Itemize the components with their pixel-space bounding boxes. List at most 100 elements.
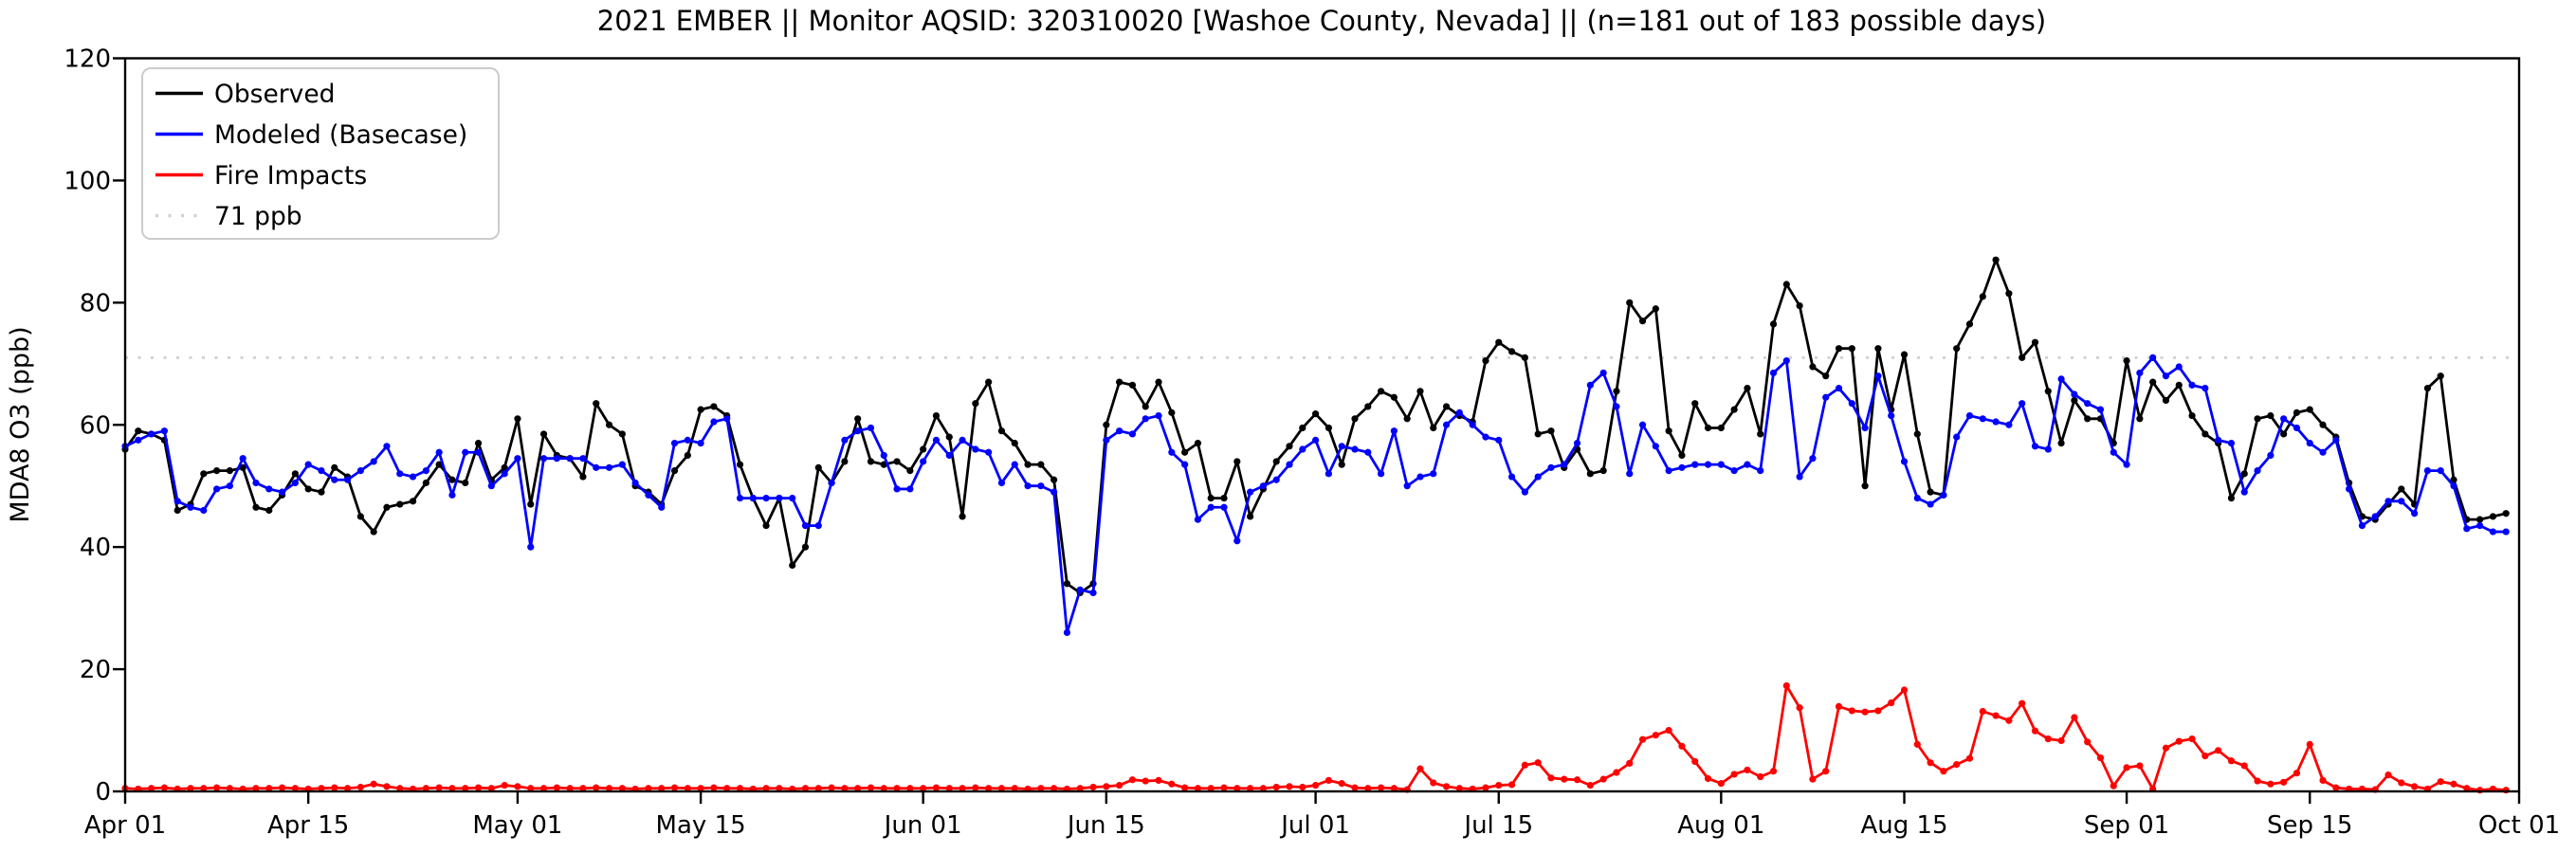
- data-point: [265, 485, 273, 493]
- x-tick-label: Apr 15: [267, 811, 349, 840]
- series-markers: [121, 681, 2510, 794]
- data-point: [474, 784, 483, 791]
- data-point: [1233, 537, 1241, 545]
- data-point: [2136, 369, 2144, 377]
- data-point: [2306, 740, 2313, 748]
- data-point: [2175, 381, 2183, 389]
- data-point: [501, 781, 508, 789]
- data-point: [2411, 783, 2419, 790]
- data-point: [1351, 415, 1359, 423]
- data-point: [1495, 436, 1503, 444]
- data-point: [605, 785, 613, 792]
- data-point: [2201, 430, 2209, 438]
- data-point: [1613, 388, 1620, 395]
- y-tick-label: 100: [64, 167, 111, 195]
- data-point: [2215, 436, 2222, 444]
- data-point: [1116, 781, 1124, 789]
- data-point: [200, 470, 208, 478]
- plot-area: 0 20 40 60 80 100 120 Apr 01 Apr 15 May 01 May 15 J…: [64, 45, 2560, 841]
- chart-title: 2021 EMBER || Monitor AQSID: 320310020 […: [597, 5, 2046, 37]
- data-point: [893, 458, 901, 465]
- x-tick-label: Oct 01: [2478, 811, 2560, 840]
- legend-item: 71 ppb: [155, 202, 302, 231]
- data-point: [1050, 476, 1058, 483]
- data-point: [1599, 466, 1607, 475]
- data-point: [1103, 783, 1110, 790]
- y-tick-label: 20: [80, 656, 111, 684]
- data-point: [1861, 482, 1869, 490]
- data-point: [539, 430, 548, 438]
- data-point: [906, 466, 914, 475]
- data-point: [1691, 400, 1699, 408]
- data-point: [789, 495, 796, 502]
- data-point: [2437, 778, 2444, 786]
- data-point: [383, 503, 391, 511]
- data-point: [383, 443, 391, 450]
- data-point: [1442, 403, 1451, 410]
- data-point: [776, 785, 783, 792]
- data-point: [1638, 421, 1647, 428]
- data-point: [1874, 372, 1882, 380]
- data-point: [2267, 411, 2275, 420]
- data-point: [618, 785, 626, 792]
- data-point: [997, 427, 1006, 435]
- data-point: [2201, 384, 2209, 392]
- data-point: [854, 785, 862, 792]
- legend-item: Modeled (Basecase): [155, 120, 467, 150]
- data-point: [1613, 403, 1620, 410]
- data-point: [1888, 411, 1895, 420]
- data-point: [2188, 735, 2196, 743]
- data-point: [1940, 491, 1947, 499]
- data-point: [1128, 381, 1137, 389]
- data-point: [304, 461, 312, 468]
- data-point: [2123, 764, 2130, 771]
- data-point: [2502, 528, 2510, 535]
- data-point: [252, 479, 260, 487]
- data-point: [1691, 461, 1699, 468]
- data-point: [2084, 415, 2092, 423]
- data-point: [1338, 443, 1345, 450]
- data-point: [527, 785, 535, 792]
- data-point: [1168, 448, 1176, 456]
- data-point: [814, 463, 822, 471]
- data-point: [1717, 780, 1725, 788]
- data-point: [645, 491, 652, 499]
- data-point: [749, 495, 757, 502]
- data-point: [1835, 384, 1843, 392]
- data-point: [2502, 510, 2510, 517]
- data-point: [1168, 780, 1176, 788]
- data-point: [187, 503, 194, 511]
- data-point: [448, 476, 456, 483]
- data-point: [1599, 369, 1607, 377]
- data-point: [1416, 388, 1424, 395]
- data-point: [2346, 485, 2353, 493]
- data-point: [1181, 784, 1189, 791]
- data-point: [1665, 466, 1672, 475]
- data-point: [2162, 372, 2170, 380]
- data-point: [2110, 782, 2117, 789]
- data-point: [1076, 785, 1084, 792]
- data-point: [1652, 443, 1659, 450]
- data-point: [2031, 443, 2039, 450]
- data-point: [1142, 403, 1149, 410]
- data-point: [762, 495, 770, 502]
- data-point: [736, 495, 744, 502]
- data-point: [514, 455, 521, 463]
- data-point: [2227, 439, 2236, 447]
- data-point: [291, 785, 299, 792]
- data-point: [462, 785, 469, 792]
- y-tick-label: 40: [80, 534, 111, 562]
- data-point: [2254, 777, 2261, 785]
- data-point: [814, 522, 822, 530]
- data-point: [1965, 754, 1974, 762]
- data-point: [370, 780, 377, 788]
- data-point: [697, 439, 704, 447]
- data-point: [1430, 779, 1437, 787]
- data-point: [867, 458, 875, 465]
- data-point: [1809, 775, 1817, 783]
- data-point: [710, 784, 718, 791]
- data-point: [2057, 439, 2065, 447]
- data-point: [1796, 473, 1803, 481]
- data-point: [1103, 436, 1110, 444]
- data-point: [631, 479, 639, 487]
